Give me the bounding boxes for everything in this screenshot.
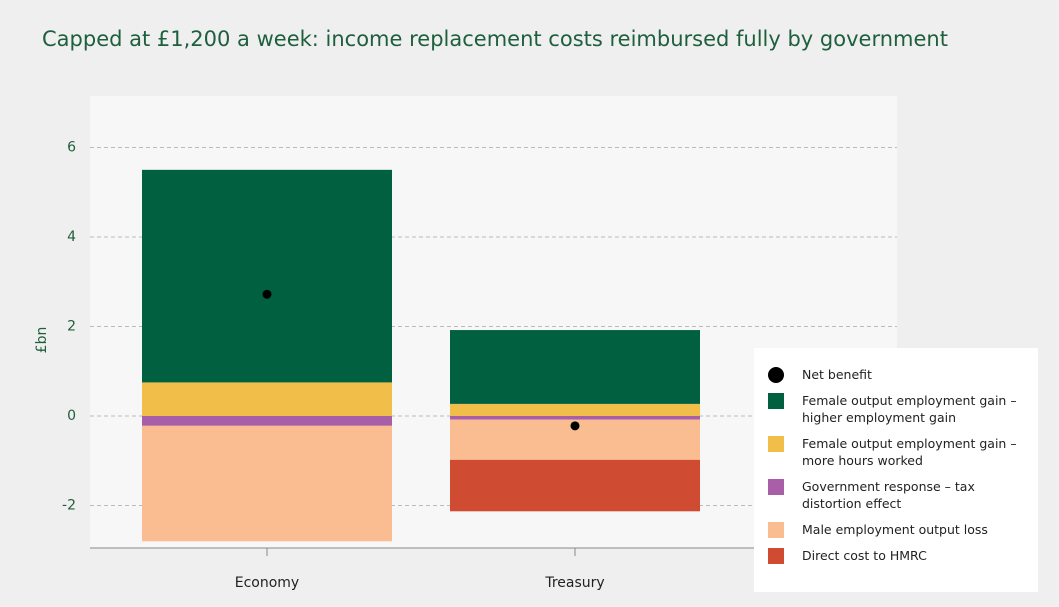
x-tick-label: Economy bbox=[235, 575, 299, 591]
y-axis-label: £bn bbox=[34, 327, 50, 354]
net-dot bbox=[570, 421, 580, 431]
legend-label: Female output employment gain – higher e… bbox=[802, 393, 1017, 425]
legend-label: Net benefit bbox=[802, 367, 872, 382]
legend-item: Female output employment gain – higher e… bbox=[768, 392, 1024, 426]
legend-swatch bbox=[768, 479, 784, 495]
x-tick-label: Treasury bbox=[544, 575, 604, 591]
legend-label: Male employment output loss bbox=[802, 522, 988, 537]
y-tick-label: 6 bbox=[67, 139, 76, 155]
legend-label: Female output employment gain – more hou… bbox=[802, 436, 1017, 468]
legend-label: Direct cost to HMRC bbox=[802, 548, 927, 563]
legend: Net benefit Female output employment gain… bbox=[754, 348, 1038, 592]
y-tick-label: 0 bbox=[67, 408, 76, 424]
legend-swatch bbox=[768, 367, 784, 383]
legend-swatch bbox=[768, 548, 784, 564]
bar-segment bbox=[450, 403, 700, 416]
legend-label: Government response – tax distortion eff… bbox=[802, 479, 975, 511]
net-dot bbox=[262, 289, 272, 299]
chart-title: Capped at £1,200 a week: income replacem… bbox=[42, 27, 948, 51]
legend-item: Male employment output loss bbox=[768, 521, 1024, 538]
bar-segment bbox=[450, 415, 700, 420]
legend-item: Net benefit bbox=[768, 366, 1024, 383]
legend-swatch bbox=[768, 393, 784, 409]
legend-swatch bbox=[768, 522, 784, 538]
bar-segment bbox=[142, 382, 392, 416]
bar-segment bbox=[450, 459, 700, 512]
legend-item: Government response – tax distortion eff… bbox=[768, 478, 1024, 512]
legend-item: Female output employment gain – more hou… bbox=[768, 435, 1024, 469]
bar-segment bbox=[142, 415, 392, 426]
y-tick-label: -2 bbox=[62, 497, 76, 513]
legend-swatch bbox=[768, 436, 784, 452]
bar-segment bbox=[142, 425, 392, 542]
bar-segment bbox=[450, 330, 700, 404]
y-tick-label: 2 bbox=[67, 318, 76, 334]
legend-item: Direct cost to HMRC bbox=[768, 547, 1024, 564]
bar-segment bbox=[142, 169, 392, 383]
y-tick-label: 4 bbox=[67, 229, 76, 245]
